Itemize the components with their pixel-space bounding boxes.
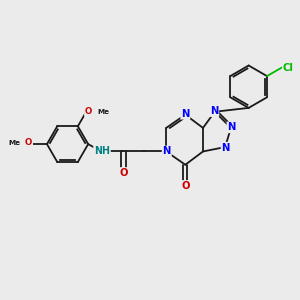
Text: O: O: [119, 168, 128, 178]
Text: N: N: [163, 146, 171, 157]
Text: O: O: [85, 107, 92, 116]
Text: N: N: [181, 109, 190, 119]
Text: N: N: [210, 106, 218, 116]
Text: NH: NH: [94, 146, 110, 157]
Text: Me: Me: [97, 109, 109, 115]
Text: Me: Me: [8, 140, 20, 146]
Text: Cl: Cl: [283, 63, 294, 73]
Text: N: N: [221, 142, 230, 153]
Text: O: O: [25, 138, 32, 147]
Text: O: O: [181, 181, 190, 191]
Text: N: N: [227, 122, 236, 132]
